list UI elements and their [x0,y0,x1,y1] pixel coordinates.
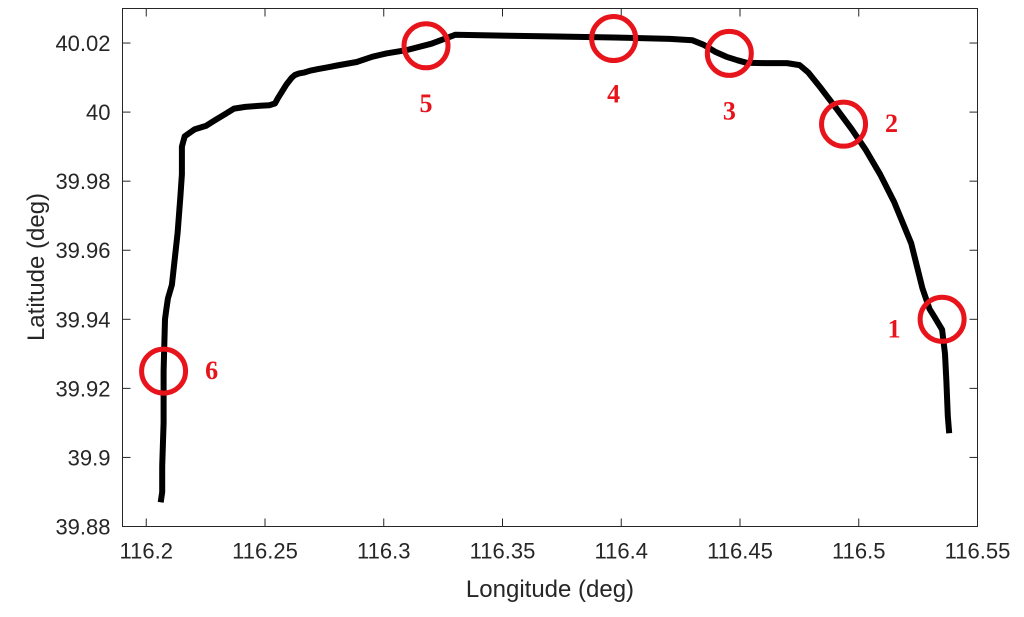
y-tick-label: 39.9 [68,445,111,470]
x-tick-label: 116.25 [232,539,298,564]
x-tick-label: 116.55 [945,539,1011,564]
y-axis: 39.88 39.9 39.92 39.94 39.96 39.98 40 40.02 [55,31,978,540]
marker-label-6: 6 [205,356,218,385]
x-tick-label: 116.2 [120,539,173,564]
x-axis-title: Longitude (deg) [466,576,634,603]
y-tick-label: 39.98 [55,169,110,194]
markers: 1 2 3 4 5 6 [139,14,967,396]
plot-area [122,8,978,527]
y-tick-label: 39.92 [55,376,110,401]
x-tick-label: 116.45 [707,539,773,564]
y-tick-label: 39.88 [55,515,110,540]
y-tick-label: 39.96 [55,238,110,263]
marker-label-5: 5 [420,89,433,118]
marker-circle-4 [589,14,639,64]
y-axis-title: Latitude (deg) [23,193,50,341]
marker-circle-6 [139,346,189,396]
marker-label-3: 3 [723,96,736,125]
x-tick-label: 116.35 [470,539,536,564]
y-tick-label: 40 [86,100,110,125]
x-axis: 116.2 116.25 116.3 116.35 116.4 116.45 116.5 11… [120,8,1011,564]
x-tick-label: 116.3 [357,539,410,564]
y-tick-label: 40.02 [55,31,110,56]
y-tick-label: 39.94 [55,307,110,332]
marker-label-4: 4 [607,80,620,109]
marker-circle-5 [401,21,451,71]
marker-label-2: 2 [885,109,898,138]
x-tick-label: 116.5 [832,539,885,564]
marker-circle-1 [917,294,967,344]
x-tick-label: 116.4 [595,539,648,564]
marker-circle-2 [819,99,869,149]
marker-label-1: 1 [888,314,901,343]
marker-circle-3 [704,28,754,78]
